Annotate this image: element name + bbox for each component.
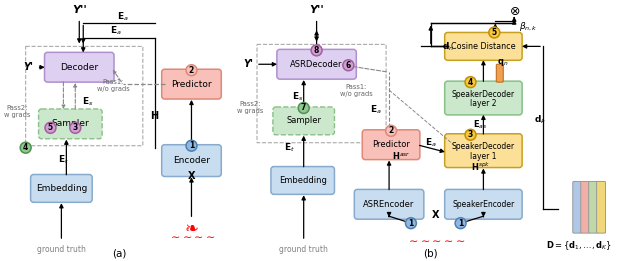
- Text: $\mathbf{E}_a$: $\mathbf{E}_a$: [117, 10, 129, 23]
- Text: Decoder: Decoder: [60, 63, 99, 72]
- Circle shape: [465, 77, 476, 88]
- Text: $\mathbf{H}^{spk}$: $\mathbf{H}^{spk}$: [470, 160, 490, 173]
- Text: $\otimes$: $\otimes$: [509, 5, 520, 18]
- FancyBboxPatch shape: [271, 167, 335, 194]
- Text: 7: 7: [301, 103, 307, 112]
- Text: $\beta_{n,k}$: $\beta_{n,k}$: [518, 20, 538, 33]
- Circle shape: [45, 122, 56, 133]
- Text: $\mathbf{E}_a$: $\mathbf{E}_a$: [110, 24, 122, 37]
- Text: Pass2:
w grads: Pass2: w grads: [4, 105, 30, 118]
- FancyBboxPatch shape: [596, 181, 605, 233]
- Circle shape: [455, 218, 466, 229]
- Text: Embedding: Embedding: [36, 184, 87, 193]
- Text: $\mathbf{E}_{as}$: $\mathbf{E}_{as}$: [473, 118, 488, 131]
- FancyBboxPatch shape: [162, 145, 221, 176]
- Circle shape: [386, 125, 397, 136]
- FancyBboxPatch shape: [445, 81, 522, 115]
- Text: $\mathbf{E}_a$: $\mathbf{E}_a$: [371, 104, 382, 116]
- FancyBboxPatch shape: [38, 109, 102, 139]
- FancyBboxPatch shape: [445, 32, 522, 60]
- Text: ❧: ❧: [184, 220, 198, 238]
- FancyBboxPatch shape: [589, 181, 598, 233]
- Text: 1: 1: [189, 141, 194, 150]
- Text: $\mathbf{q}_n$: $\mathbf{q}_n$: [497, 57, 509, 68]
- Text: $\mathbf{E}_a$: $\mathbf{E}_a$: [425, 137, 436, 149]
- Text: Y'': Y'': [72, 5, 86, 15]
- Text: 2: 2: [189, 66, 194, 75]
- Text: ground truth: ground truth: [37, 245, 86, 253]
- Text: $\mathbf{H}$: $\mathbf{H}$: [150, 109, 159, 121]
- Circle shape: [70, 122, 81, 133]
- Text: $\mathbf{E}_s$: $\mathbf{E}_s$: [83, 96, 94, 108]
- Text: layer 1: layer 1: [470, 152, 497, 161]
- Text: 5: 5: [48, 123, 53, 132]
- FancyBboxPatch shape: [573, 181, 582, 233]
- Text: ASREncoder: ASREncoder: [364, 200, 415, 209]
- Text: Y': Y': [243, 59, 253, 69]
- FancyBboxPatch shape: [273, 107, 335, 135]
- Text: ASRDecoder: ASRDecoder: [291, 60, 343, 69]
- Text: 6: 6: [346, 61, 351, 70]
- Text: Pass2:
w grads: Pass2: w grads: [237, 102, 263, 115]
- Text: 3: 3: [73, 123, 78, 132]
- Text: 1: 1: [408, 219, 413, 228]
- Circle shape: [406, 218, 417, 229]
- FancyBboxPatch shape: [445, 134, 522, 168]
- Text: Cosine Distance: Cosine Distance: [451, 42, 516, 51]
- Circle shape: [311, 45, 322, 56]
- FancyBboxPatch shape: [445, 189, 522, 219]
- Text: 3: 3: [468, 130, 473, 139]
- Text: Y': Y': [24, 62, 34, 72]
- FancyBboxPatch shape: [277, 49, 356, 79]
- Circle shape: [298, 103, 309, 114]
- Text: Sampler: Sampler: [51, 119, 89, 128]
- Circle shape: [343, 60, 354, 71]
- Circle shape: [20, 142, 31, 153]
- Text: $\mathbf{d}_n$: $\mathbf{d}_n$: [442, 40, 454, 53]
- Text: Pass1:
w/o grads: Pass1: w/o grads: [97, 79, 129, 92]
- Text: Encoder: Encoder: [173, 156, 210, 165]
- Text: $\mathbf{X}$: $\mathbf{X}$: [187, 169, 196, 181]
- Text: $\mathbf{X}$: $\mathbf{X}$: [431, 208, 440, 220]
- Text: (b): (b): [424, 249, 438, 259]
- Text: 4: 4: [23, 143, 28, 152]
- FancyBboxPatch shape: [355, 189, 424, 219]
- Text: $\sim\!\sim\!\sim\!\sim$: $\sim\!\sim\!\sim\!\sim$: [168, 232, 216, 242]
- FancyBboxPatch shape: [162, 69, 221, 99]
- Text: $\mathbf{H}^{asr}$: $\mathbf{H}^{asr}$: [392, 151, 410, 163]
- Text: $\mathbf{D} = \{\mathbf{d}_1, \ldots, \mathbf{d}_K\}$: $\mathbf{D} = \{\mathbf{d}_1, \ldots, \m…: [546, 240, 612, 252]
- FancyBboxPatch shape: [362, 130, 420, 160]
- Text: Predictor: Predictor: [372, 140, 410, 149]
- Circle shape: [186, 65, 197, 76]
- Text: Sampler: Sampler: [286, 116, 321, 125]
- Circle shape: [489, 27, 500, 38]
- Circle shape: [186, 140, 197, 151]
- Text: $\sim\!\sim\!\sim\!\sim\!\sim$: $\sim\!\sim\!\sim\!\sim\!\sim$: [406, 236, 466, 246]
- Text: $\mathbf{E}_s$: $\mathbf{E}_s$: [292, 91, 303, 103]
- Text: 8: 8: [314, 46, 319, 55]
- Text: 1: 1: [458, 219, 463, 228]
- Text: SpeakerDecoder: SpeakerDecoder: [452, 142, 515, 151]
- FancyBboxPatch shape: [496, 64, 503, 82]
- Text: 4: 4: [468, 78, 473, 87]
- Text: Predictor: Predictor: [171, 80, 212, 89]
- Text: Y'': Y'': [309, 5, 324, 15]
- Text: ground truth: ground truth: [279, 245, 328, 253]
- Text: $\mathbf{d}_k$: $\mathbf{d}_k$: [534, 114, 546, 126]
- FancyBboxPatch shape: [45, 52, 114, 82]
- FancyBboxPatch shape: [31, 175, 92, 202]
- Text: 5: 5: [492, 28, 497, 37]
- Text: SpeakerEncoder: SpeakerEncoder: [452, 200, 515, 209]
- Circle shape: [465, 129, 476, 140]
- FancyBboxPatch shape: [580, 181, 589, 233]
- Text: Pass1:
w/o grads: Pass1: w/o grads: [340, 84, 372, 97]
- Text: $\mathbf{E}_t$: $\mathbf{E}_t$: [58, 153, 69, 166]
- Text: 2: 2: [388, 126, 394, 135]
- Text: (a): (a): [112, 249, 126, 259]
- Text: layer 2: layer 2: [470, 99, 497, 109]
- Text: Embedding: Embedding: [279, 176, 326, 185]
- Text: SpeakerDecoder: SpeakerDecoder: [452, 90, 515, 99]
- Text: $\mathbf{E}_t$: $\mathbf{E}_t$: [284, 141, 295, 154]
